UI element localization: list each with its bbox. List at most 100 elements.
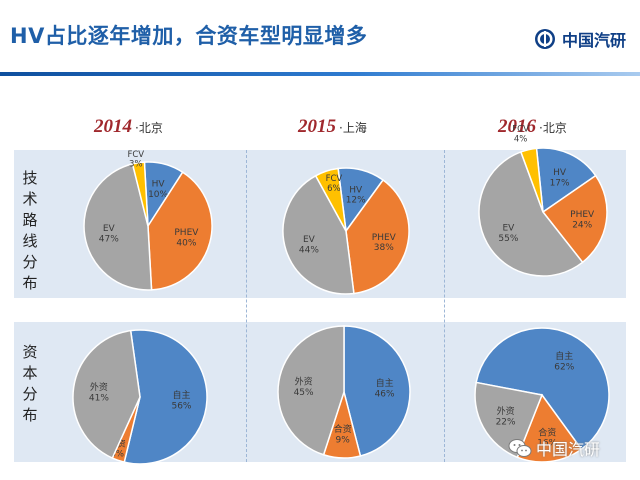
slice-percent: 41%	[89, 394, 109, 404]
pie-slice-label: PHEV 40%	[174, 228, 199, 248]
slice-percent: 45%	[294, 388, 314, 398]
slice-category: HV	[553, 168, 567, 178]
pie-slice	[123, 329, 208, 465]
slice-category: PHEV	[570, 210, 595, 220]
slice-percent: 6%	[327, 184, 341, 194]
year-2014: 2014	[94, 116, 132, 137]
pie-chart: HV 17% PHEV 24% EV 55% FCV 4%	[478, 125, 608, 277]
slice-category: FCV	[326, 174, 343, 184]
year-dot: ·	[339, 121, 343, 135]
row-label-tech: 技术路线分布	[22, 169, 38, 292]
pie-slice-label: EV 55%	[498, 224, 518, 244]
pie-slice-label: HV 12%	[346, 185, 366, 205]
slice-percent: 12%	[346, 196, 366, 206]
pie-slice	[282, 174, 355, 295]
pie-slice-label: PHEV 38%	[372, 233, 397, 253]
pie-slice-label: 自主 56%	[171, 389, 191, 411]
slice-category: 外资	[90, 381, 108, 393]
pie-slice	[131, 161, 149, 227]
slice-percent: 38%	[374, 243, 394, 253]
pie-slice	[475, 327, 610, 451]
header-divider	[0, 72, 640, 76]
brand-logo-text: 中国汽研	[561, 31, 626, 50]
year-dot: ·	[539, 121, 543, 135]
column-divider	[246, 150, 247, 462]
slice-category: 合资	[334, 423, 352, 435]
slice-percent: 10%	[148, 190, 168, 200]
slice-category: FCV	[127, 150, 144, 160]
pie-slice-label: 自主 62%	[554, 350, 574, 372]
slice-category: EV	[502, 224, 515, 234]
slice-percent: 24%	[572, 220, 592, 230]
pie-slice-label: FCV 6%	[326, 174, 343, 194]
pie-slice-label: 自主 46%	[375, 377, 395, 399]
year-2015: 2015	[298, 116, 336, 137]
brand-emblem-icon	[534, 29, 555, 49]
wechat-icon	[508, 439, 532, 457]
wechat-watermark: 中国汽研	[508, 436, 600, 460]
slice-percent: 55%	[498, 234, 518, 244]
pie-chart: HV 10% PHEV 40% EV 47% FCV 3%	[83, 150, 213, 291]
city-2015: 上海	[342, 121, 367, 135]
slice-category: EV	[303, 235, 316, 245]
pie-slice-label: EV 47%	[99, 224, 119, 244]
slice-category: 自主	[555, 350, 573, 362]
pie-slice-label: 外资 41%	[89, 381, 109, 403]
slice-percent: 62%	[554, 362, 574, 372]
pie-slice	[519, 147, 544, 213]
slice-percent: 16%	[537, 439, 557, 449]
slice-percent: 47%	[99, 234, 119, 244]
pie-chart: HV 12% PHEV 38% EV 44% FCV 6%	[282, 167, 410, 295]
slice-percent: 17%	[550, 178, 570, 188]
column-divider	[444, 150, 445, 462]
pie-slice	[343, 325, 411, 457]
slice-category: EV	[103, 224, 116, 234]
pie-chart: 自主 62% 合资 16% 外资 22%	[474, 327, 610, 463]
city-2016: 北京	[542, 121, 567, 135]
pie-slice	[535, 147, 597, 214]
year-heading-2016: 2016 ·北京	[498, 116, 567, 138]
city-2014: 北京	[138, 121, 163, 135]
pie-slice	[345, 178, 410, 295]
slice-category: PHEV	[174, 228, 199, 238]
pie-slice-label: EV 44%	[299, 235, 319, 255]
pie-slice	[83, 162, 153, 291]
pie-slice	[516, 393, 583, 463]
slice-category: 外资	[295, 376, 313, 388]
year-2016: 2016	[498, 116, 536, 137]
year-dot: ·	[135, 121, 139, 135]
slice-category: 合资	[538, 426, 556, 438]
slice-category: 外资	[497, 405, 515, 417]
slice-percent: 40%	[176, 239, 196, 249]
slice-percent: 56%	[171, 401, 191, 411]
pie-slice-label: FCV 3%	[127, 150, 144, 170]
pie-slice	[277, 325, 345, 456]
pie-slice-label: FCV 4%	[512, 125, 529, 145]
pie-slice	[541, 174, 608, 264]
year-heading-2014: 2014 ·北京	[94, 116, 163, 138]
pie-slice-label: 合资 9%	[334, 423, 352, 445]
pie-slice-label: 合资 16%	[537, 426, 557, 448]
slice-category: HV	[152, 180, 166, 190]
pie-slice-label: HV 17%	[550, 168, 570, 188]
brand-logo: 中国汽研	[534, 28, 626, 50]
pie-slice-label: 外资 22%	[496, 405, 516, 427]
slice-percent: 3%	[129, 160, 143, 170]
slice-percent: 9%	[336, 435, 351, 445]
pie-slice	[478, 150, 584, 277]
slice-category: 自主	[172, 389, 190, 401]
pie-slice	[314, 167, 347, 232]
slice-percent: 46%	[375, 389, 395, 399]
slice-category: FCV	[512, 125, 529, 135]
pie-chart: 自主 46% 合资 9% 外资 45%	[277, 325, 411, 459]
slice-category: 自主	[376, 377, 394, 389]
slice-percent: 4%	[514, 134, 528, 144]
slice-percent: 44%	[299, 246, 319, 256]
pie-slice	[147, 171, 213, 291]
pie-slice-label: HV 10%	[148, 180, 168, 200]
year-heading-2015: 2015 ·上海	[298, 116, 367, 138]
slice-percent: 22%	[496, 417, 516, 427]
pie-slice	[474, 381, 544, 459]
